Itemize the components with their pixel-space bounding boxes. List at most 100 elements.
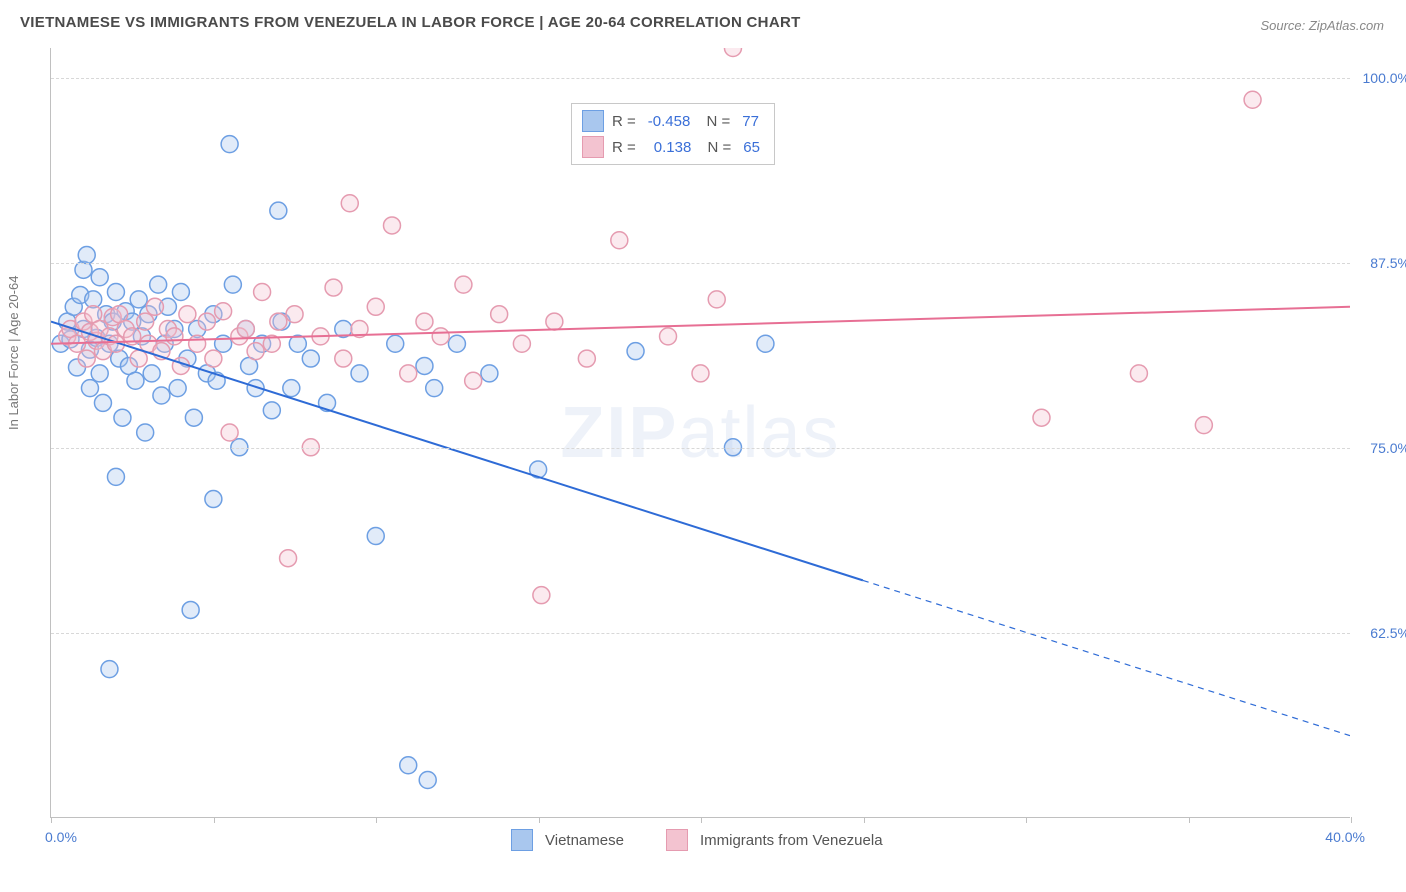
- data-point: [1244, 91, 1261, 108]
- data-point: [416, 357, 433, 374]
- data-point: [185, 409, 202, 426]
- data-point: [150, 276, 167, 293]
- gridline: [51, 448, 1350, 449]
- data-point: [400, 757, 417, 774]
- chart-area: ZIPatlas 62.5%75.0%87.5%100.0% 0.0% 40.0…: [50, 48, 1350, 818]
- data-point: [146, 298, 163, 315]
- data-point: [254, 284, 271, 301]
- data-point: [419, 772, 436, 789]
- data-point: [153, 387, 170, 404]
- data-point: [263, 402, 280, 419]
- data-point: [130, 350, 147, 367]
- data-point: [205, 491, 222, 508]
- data-point: [448, 335, 465, 352]
- data-point: [660, 328, 677, 345]
- data-point: [182, 601, 199, 618]
- data-point: [1195, 417, 1212, 434]
- x-tick-mark: [1189, 817, 1190, 823]
- data-point: [78, 350, 95, 367]
- y-tick-label: 100.0%: [1363, 70, 1406, 86]
- x-axis-max-label: 40.0%: [1325, 829, 1365, 845]
- data-point: [341, 195, 358, 212]
- gridline: [51, 263, 1350, 264]
- y-tick-label: 87.5%: [1370, 255, 1406, 271]
- data-point: [416, 313, 433, 330]
- data-point: [611, 232, 628, 249]
- data-point: [367, 528, 384, 545]
- data-point: [491, 306, 508, 323]
- gridline: [51, 78, 1350, 79]
- chart-title: VIETNAMESE VS IMMIGRANTS FROM VENEZUELA …: [20, 14, 801, 31]
- data-point: [205, 350, 222, 367]
- data-point: [757, 335, 774, 352]
- data-point: [130, 291, 147, 308]
- data-point: [432, 328, 449, 345]
- data-point: [81, 380, 98, 397]
- data-point: [1130, 365, 1147, 382]
- source-attribution: Source: ZipAtlas.com: [1260, 18, 1384, 33]
- data-point: [114, 409, 131, 426]
- data-point: [627, 343, 644, 360]
- x-tick-mark: [539, 817, 540, 823]
- data-point: [107, 284, 124, 301]
- data-point: [270, 313, 287, 330]
- data-point: [91, 269, 108, 286]
- data-point: [325, 279, 342, 296]
- x-tick-mark: [376, 817, 377, 823]
- data-point: [94, 394, 111, 411]
- data-point: [198, 313, 215, 330]
- data-point: [166, 328, 183, 345]
- data-point: [546, 313, 563, 330]
- x-tick-mark: [1026, 817, 1027, 823]
- data-point: [247, 343, 264, 360]
- data-point: [137, 424, 154, 441]
- legend-stats-row-1: R =-0.458 N =77: [582, 108, 764, 134]
- trend-line-dashed: [863, 580, 1350, 735]
- legend-bottom-swatch-vietnamese: [511, 829, 533, 851]
- y-tick-label: 75.0%: [1370, 440, 1406, 456]
- x-tick-mark: [864, 817, 865, 823]
- data-point: [215, 303, 232, 320]
- data-point: [78, 247, 95, 264]
- data-point: [367, 298, 384, 315]
- legend-bottom-swatch-venezuela: [666, 829, 688, 851]
- data-point: [143, 365, 160, 382]
- data-point: [169, 380, 186, 397]
- data-point: [302, 350, 319, 367]
- x-tick-mark: [1351, 817, 1352, 823]
- data-point: [137, 313, 154, 330]
- data-point: [283, 380, 300, 397]
- data-point: [383, 217, 400, 234]
- legend-swatch-vietnamese: [582, 110, 604, 132]
- data-point: [286, 306, 303, 323]
- y-axis-label: In Labor Force | Age 20-64: [6, 276, 21, 430]
- data-point: [578, 350, 595, 367]
- data-point: [75, 261, 92, 278]
- legend-swatch-venezuela: [582, 136, 604, 158]
- data-point: [455, 276, 472, 293]
- data-point: [237, 320, 254, 337]
- data-point: [481, 365, 498, 382]
- data-point: [351, 365, 368, 382]
- data-point: [172, 357, 189, 374]
- data-point: [533, 587, 550, 604]
- legend-bottom-label-venezuela: Immigrants from Venezuela: [700, 832, 883, 849]
- x-tick-mark: [214, 817, 215, 823]
- y-tick-label: 62.5%: [1370, 625, 1406, 641]
- data-point: [221, 136, 238, 153]
- data-point: [127, 372, 144, 389]
- data-point: [387, 335, 404, 352]
- data-point: [270, 202, 287, 219]
- data-point: [400, 365, 417, 382]
- data-point: [221, 424, 238, 441]
- data-point: [224, 276, 241, 293]
- data-point: [189, 335, 206, 352]
- data-point: [692, 365, 709, 382]
- data-point: [179, 306, 196, 323]
- data-point: [724, 48, 741, 56]
- x-tick-mark: [51, 817, 52, 823]
- data-point: [465, 372, 482, 389]
- data-point: [91, 365, 108, 382]
- legend-stats-row-2: R =0.138 N =65: [582, 134, 764, 160]
- data-point: [172, 284, 189, 301]
